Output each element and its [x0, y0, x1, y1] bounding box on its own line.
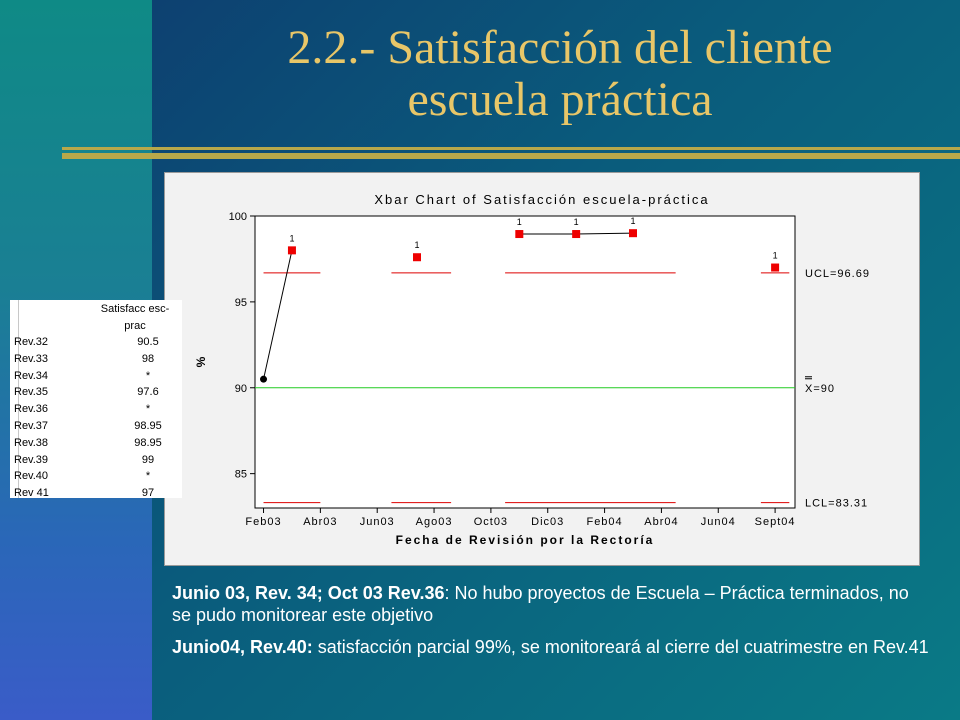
table-header-line2: prac — [124, 320, 146, 332]
data-point-out-of-control — [287, 246, 296, 255]
note-2-text: satisfacción parcial 99%, se monitoreará… — [312, 637, 929, 657]
data-point-out-of-control — [413, 253, 421, 262]
note-2: Junio04, Rev.40: satisfacción parcial 99… — [172, 636, 932, 658]
xbar-chart-svg: Xbar Chart of Satisfacción escuela-práct… — [194, 192, 870, 547]
title-rule-top — [62, 147, 960, 150]
table-row: Rev.38 98.95 — [12, 435, 180, 452]
test-flag-label: 1 — [574, 217, 579, 227]
table-row-value: * — [145, 369, 151, 382]
table-row-label: Rev.39 — [14, 453, 49, 466]
table-row: Rev.36 * — [12, 401, 180, 418]
table-row-label: Rev.37 — [14, 420, 49, 432]
slide-title: 2.2.- Satisfacción del cliente escuela p… — [160, 22, 960, 126]
table-row: Rev.39 99 — [12, 452, 180, 469]
table-row: Rev.40 * — [12, 468, 180, 485]
data-point-out-of-control — [771, 263, 780, 272]
table-row-value: 97 — [141, 487, 155, 500]
title-rule-bottom — [62, 153, 960, 159]
table-row-label: Rev.40 — [14, 470, 49, 483]
center-label: X=90 — [805, 383, 835, 395]
note-1: Junio 03, Rev. 34; Oct 03 Rev.36: No hub… — [172, 582, 932, 626]
table-row: Rev.37 98.95 — [12, 418, 180, 435]
table-row-label: Rev.34 — [14, 369, 49, 382]
test-flag-label: 1 — [773, 251, 778, 261]
x-tick-label: Sept04 — [755, 516, 796, 528]
table-row-value: 99 — [141, 453, 155, 466]
y-tick-label: 85 — [235, 469, 247, 481]
table-row-label: Rev.36 — [14, 403, 49, 416]
note-2-bold: Junio04, Rev.40: — [172, 637, 313, 657]
test-flag-label: 1 — [414, 240, 419, 250]
table-row-value: 97.6 — [137, 386, 159, 399]
note-1-text: : No hubo proyectos de Escuela – Práctic… — [172, 583, 909, 625]
y-axis-label: % — [194, 356, 208, 367]
table-row-value: 90.5 — [137, 336, 159, 348]
data-point — [260, 375, 268, 383]
table-row-label: Rev.32 — [14, 336, 49, 348]
chart-title: Xbar Chart of Satisfacción escuela-práct… — [374, 192, 709, 207]
data-point-out-of-control — [515, 230, 524, 239]
plot-area — [254, 215, 796, 509]
notes: Junio 03, Rev. 34; Oct 03 Rev.36: No hub… — [172, 582, 932, 668]
table-row-value: 98.95 — [134, 420, 162, 432]
xbar-chart: Xbar Chart of Satisfacción escuela-práct… — [164, 172, 920, 566]
y-tick-label: 90 — [235, 383, 247, 395]
data-table: Satisfacc esc- prac Rev.32 90.5 Rev.33 98 Re… — [10, 300, 182, 499]
note-1-bold: Junio 03, Rev. 34; Oct 03 Rev.36 — [172, 583, 445, 603]
table-row-value: * — [145, 403, 151, 416]
x-tick-label: Feb04 — [586, 516, 622, 528]
slide-title-line1: 2.2.- Satisfacción del cliente — [287, 21, 833, 74]
table-row-label: Rev.38 — [14, 436, 49, 449]
y-tick-label: 95 — [235, 297, 247, 309]
table-row: Rev.33 98 — [12, 351, 180, 368]
test-flag-label: 1 — [517, 217, 522, 227]
x-tick-label: Abr03 — [303, 516, 337, 528]
data-point-out-of-control — [629, 229, 637, 238]
ucl-label: UCL=96.69 — [805, 268, 870, 280]
series-line-segment — [263, 250, 293, 380]
test-flag-label: 1 — [630, 216, 635, 226]
x-tick-label: Jun03 — [360, 516, 395, 528]
y-tick-label: 100 — [229, 211, 247, 223]
table-row-value: 98.95 — [134, 436, 162, 449]
table-row: Rev 41 97 — [12, 485, 180, 502]
table-header-line1: Satisfacc esc- — [100, 303, 170, 315]
x-tick-label: Ago03 — [416, 516, 453, 528]
x-tick-label: Oct03 — [474, 516, 508, 528]
test-flag-label: 1 — [289, 233, 294, 243]
x-tick-label: Abr04 — [644, 516, 678, 528]
lcl-label: LCL=83.31 — [805, 498, 868, 510]
x-tick-label: Feb03 — [245, 516, 281, 528]
table-row: Rev.35 97.6 — [12, 384, 180, 401]
x-tick-label: Dic03 — [531, 516, 564, 528]
table-row: Rev.34 * — [12, 368, 180, 385]
x-tick-label: Jun04 — [701, 516, 736, 528]
table-row-label: Rev.33 — [14, 352, 49, 365]
series-line-segment — [576, 232, 634, 235]
table-row-label: Rev.35 — [14, 386, 49, 399]
table-row-value: 98 — [141, 352, 155, 365]
data-point-out-of-control — [572, 230, 581, 239]
table-row-label: Rev 41 — [14, 487, 49, 500]
slide-title-line2: escuela práctica — [407, 73, 713, 126]
table-row: Rev.32 90.5 — [12, 334, 180, 351]
x-axis-label: Fecha de Revisión por la Rectoría — [396, 533, 655, 547]
table-row-value: * — [145, 470, 151, 483]
table-column-divider — [18, 300, 19, 498]
